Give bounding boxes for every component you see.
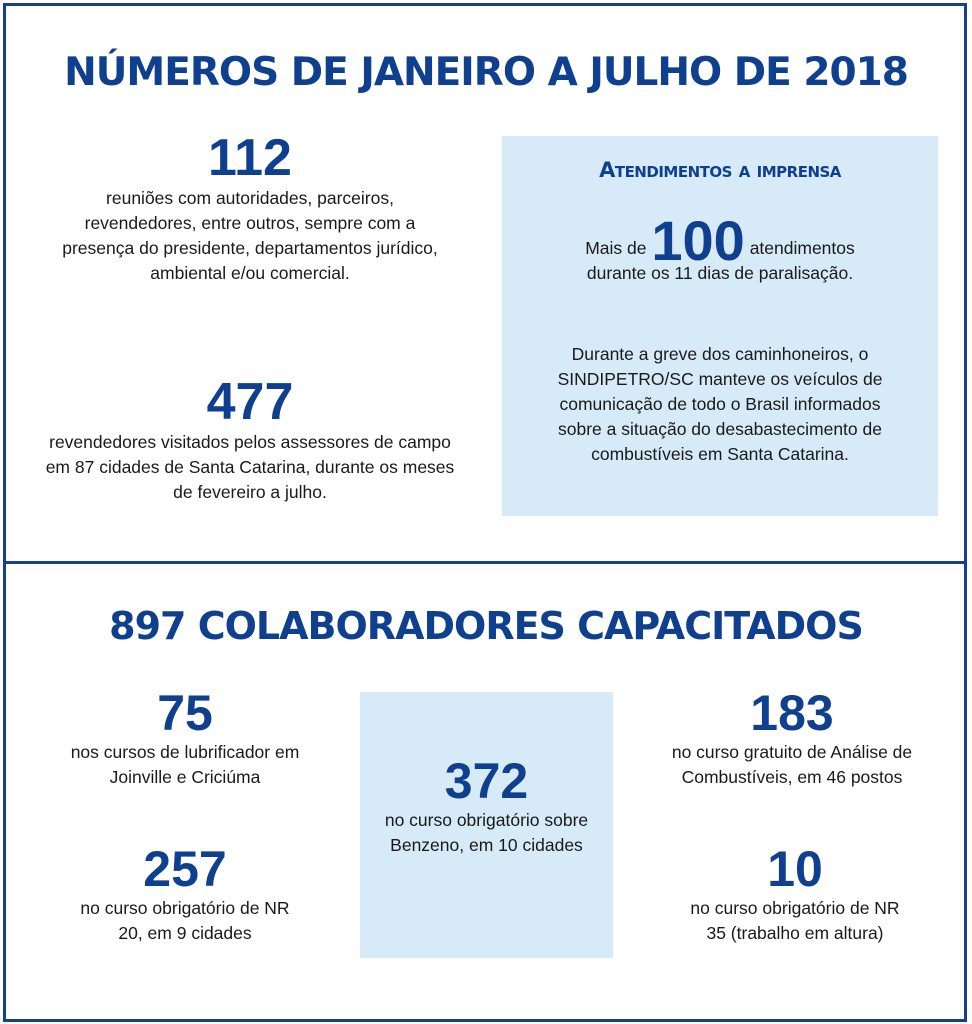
press-box: Atendimentos a imprensa Mais de 100 aten…: [502, 136, 938, 516]
stat-text: no curso obrigatório de NR 20, em 9 cida…: [80, 898, 290, 943]
section1-title: NÚMEROS DE JANEIRO A JULHO DE 2018: [64, 50, 909, 95]
stat-text: no curso obrigatório de NR 35 (trabalho …: [690, 898, 900, 943]
stat-text: revendedores visitados pelos assessores …: [45, 432, 455, 502]
press-prefix: Mais de: [585, 238, 647, 258]
stat-number: 372: [444, 753, 529, 809]
stat-text: reuniões com autoridades, parceiros, rev…: [62, 188, 438, 283]
stat-meetings: 112 reuniões com autoridades, parceiros,…: [40, 132, 460, 286]
section2-title: 897 COLABORADORES CAPACITADOS: [109, 604, 864, 648]
stat-nr20: 257 no curso obrigatório de NR 20, em 9 …: [70, 844, 300, 946]
stat-benzene: 372 no curso obrigatório sobre Benzeno, …: [380, 756, 593, 858]
stat-text: nos cursos de lubrificador em Joinville …: [70, 742, 300, 787]
press-highlight: Mais de 100 atendimentos durante os 11 d…: [502, 213, 938, 286]
stat-nr35: 10 no curso obrigatório de NR 35 (trabal…: [680, 844, 910, 946]
stat-resellers: 477 revendedores visitados pelos assesso…: [40, 376, 460, 505]
press-number: 100: [651, 209, 745, 272]
stat-number: 75: [157, 685, 213, 741]
press-heading: Atendimentos a imprensa: [599, 158, 841, 182]
section-divider: [3, 561, 967, 564]
stat-number: 477: [206, 373, 294, 431]
stat-number: 10: [767, 841, 823, 897]
stat-text: no curso gratuito de Análise de Combustí…: [671, 742, 913, 787]
press-suffix: atendimentos: [749, 238, 855, 258]
stat-number: 112: [208, 129, 292, 187]
benzene-box: 372 no curso obrigatório sobre Benzeno, …: [360, 692, 613, 958]
outer-frame: [3, 3, 967, 1022]
stat-lubricator: 75 nos cursos de lubrificador em Joinvil…: [70, 688, 300, 790]
stat-text: no curso obrigatório sobre Benzeno, em 1…: [384, 810, 589, 855]
press-paragraph: Durante a greve dos caminhoneiros, o SIN…: [557, 344, 883, 464]
stat-number: 257: [143, 841, 227, 897]
stat-fuel-analysis: 183 no curso gratuito de Análise de Comb…: [660, 688, 924, 790]
stat-number: 183: [750, 685, 834, 741]
press-line2: durante os 11 dias de paralisação.: [586, 263, 854, 283]
